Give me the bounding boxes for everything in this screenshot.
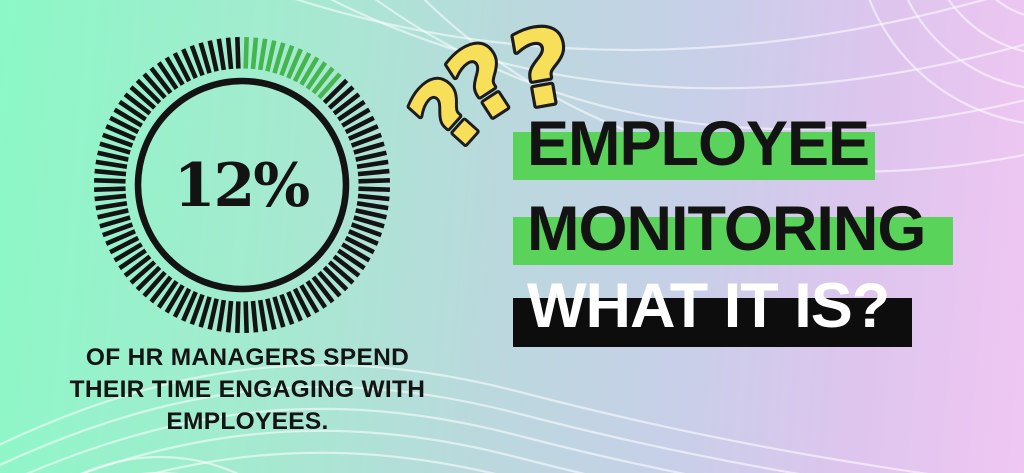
subtitle-what-it-is: WHAT IT IS? xyxy=(527,271,890,341)
title-line-monitoring: MONITORING xyxy=(527,194,926,264)
subtitle-black-bar xyxy=(513,298,912,347)
title-line-employee: EMPLOYEE xyxy=(527,109,870,179)
title-highlight-bar-monitoring xyxy=(513,217,953,265)
svg-text:?: ? xyxy=(430,19,540,146)
svg-text:?: ? xyxy=(390,57,509,172)
donut-inner-ring xyxy=(134,77,350,293)
stat-caption: OF HR MANAGERS SPEND THEIR TIME ENGAGING… xyxy=(69,344,426,435)
stat-percentage: 12% xyxy=(173,151,311,221)
donut-ticks xyxy=(94,37,390,333)
donut-gauge-chart xyxy=(94,37,390,333)
